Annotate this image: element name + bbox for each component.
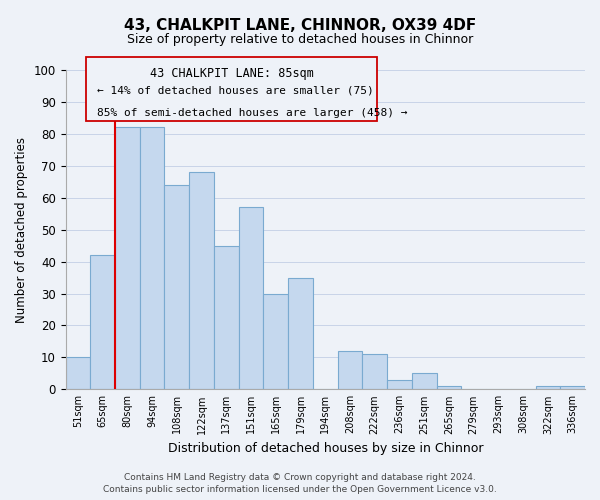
Bar — [536, 386, 560, 390]
Bar — [437, 386, 461, 390]
FancyBboxPatch shape — [86, 57, 377, 121]
Bar — [338, 351, 362, 390]
Bar — [288, 278, 313, 390]
Text: 43, CHALKPIT LANE, CHINNOR, OX39 4DF: 43, CHALKPIT LANE, CHINNOR, OX39 4DF — [124, 18, 476, 32]
Bar — [214, 246, 239, 390]
Text: ← 14% of detached houses are smaller (75): ← 14% of detached houses are smaller (75… — [97, 86, 373, 96]
Bar — [362, 354, 387, 390]
Bar — [65, 358, 90, 390]
Bar — [115, 128, 140, 390]
Y-axis label: Number of detached properties: Number of detached properties — [15, 136, 28, 322]
Text: 43 CHALKPIT LANE: 85sqm: 43 CHALKPIT LANE: 85sqm — [150, 67, 314, 80]
X-axis label: Distribution of detached houses by size in Chinnor: Distribution of detached houses by size … — [167, 442, 483, 455]
Bar — [387, 380, 412, 390]
Bar — [263, 294, 288, 390]
Bar — [239, 208, 263, 390]
Bar — [90, 255, 115, 390]
Text: Contains HM Land Registry data © Crown copyright and database right 2024.
Contai: Contains HM Land Registry data © Crown c… — [103, 472, 497, 494]
Bar — [140, 128, 164, 390]
Bar — [560, 386, 585, 390]
Text: 85% of semi-detached houses are larger (458) →: 85% of semi-detached houses are larger (… — [97, 108, 407, 118]
Bar — [164, 185, 189, 390]
Bar — [189, 172, 214, 390]
Bar — [412, 374, 437, 390]
Text: Size of property relative to detached houses in Chinnor: Size of property relative to detached ho… — [127, 32, 473, 46]
